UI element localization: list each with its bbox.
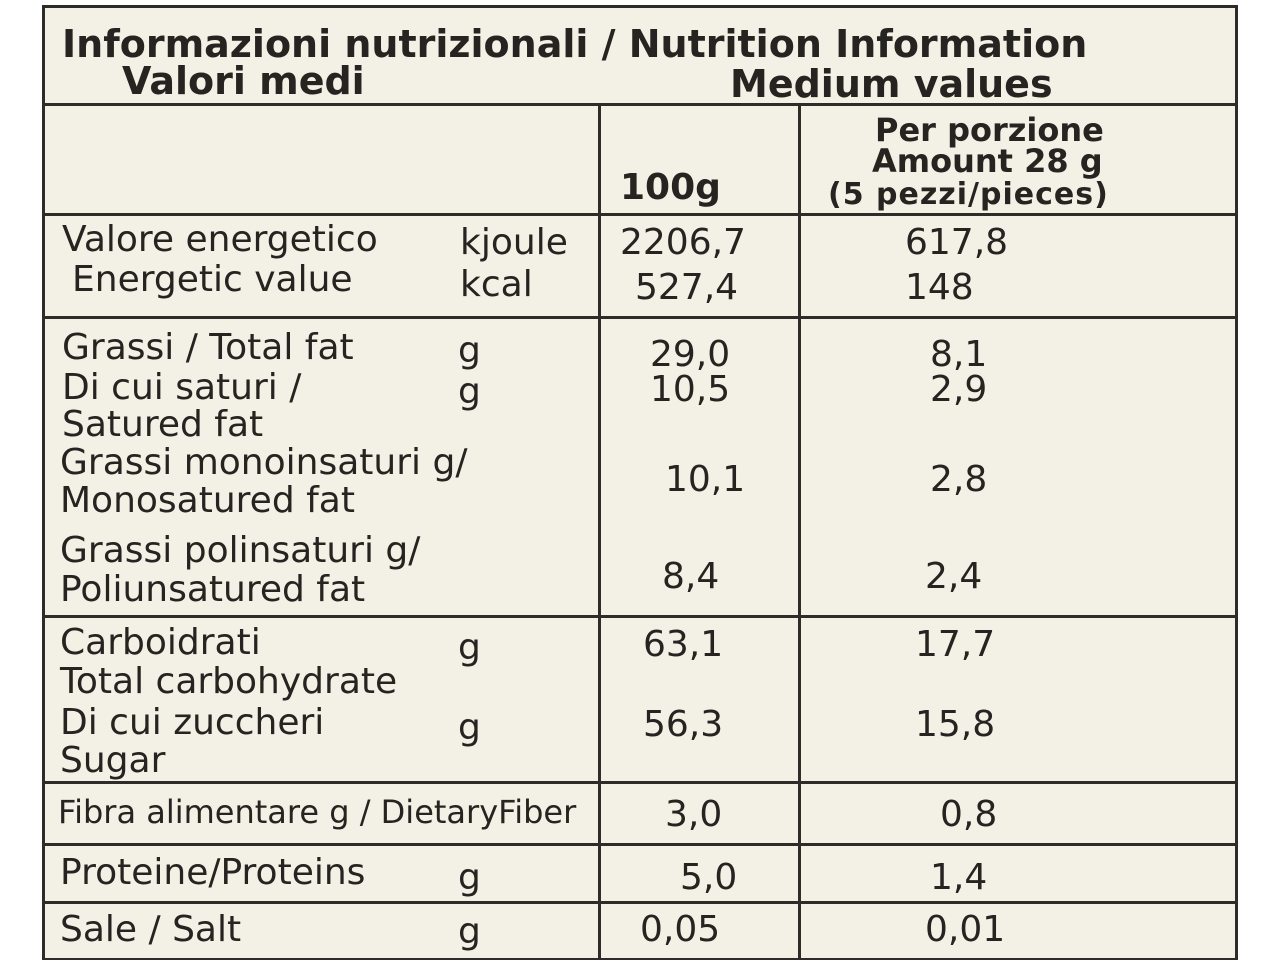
- value-portion: 0,8: [940, 794, 998, 835]
- column-rule: [598, 105, 601, 958]
- value-portion: 0,01: [925, 909, 1006, 950]
- row-label: Grassi monoinsaturi g/: [60, 442, 468, 483]
- value-portion: 17,7: [915, 624, 996, 665]
- value-portion: 617,8: [905, 222, 1009, 263]
- row-label: Valore energetico: [62, 219, 378, 260]
- rule: [42, 103, 1238, 106]
- value-100g: 3,0: [665, 794, 723, 835]
- label-frame: [42, 5, 1238, 960]
- value-100g: 63,1: [643, 624, 724, 665]
- row-label: Grassi / Total fat: [62, 327, 354, 368]
- value-portion: 8,1: [930, 334, 988, 375]
- unit: g: [458, 707, 481, 748]
- value-portion: 2,9: [930, 369, 988, 410]
- value-100g: 527,4: [635, 267, 739, 308]
- row-label: Satured fat: [62, 404, 264, 445]
- value-portion: 2,8: [930, 459, 988, 500]
- value-100g: 5,0: [680, 857, 738, 898]
- row-label: Grassi polinsaturi g/: [60, 530, 421, 571]
- rule: [42, 901, 1238, 904]
- value-100g: 29,0: [650, 334, 731, 375]
- value-portion: 1,4: [930, 857, 988, 898]
- unit: g: [458, 330, 481, 371]
- subtitle: Medium values: [730, 62, 1053, 106]
- row-label: Carboidrati: [60, 622, 261, 663]
- column-header: Amount 28 g: [872, 142, 1103, 180]
- row-label: Total carbohydrate: [60, 661, 398, 702]
- row-label: Proteine/Proteins: [60, 852, 366, 893]
- value-100g: 10,1: [665, 459, 746, 500]
- column-header: Per porzione: [875, 111, 1104, 149]
- row-label: Fibra alimentare g / DietaryFiber: [58, 793, 577, 831]
- value-portion: 2,4: [925, 556, 983, 597]
- value-100g: 0,05: [640, 909, 721, 950]
- row-label: Sale / Salt: [60, 909, 242, 950]
- row-label: Monosatured fat: [60, 480, 355, 521]
- title: Informazioni nutrizionali / Nutrition In…: [62, 22, 1088, 66]
- row-label: Poliunsatured fat: [60, 569, 366, 610]
- unit: g: [458, 857, 481, 898]
- rule: [42, 843, 1238, 846]
- value-portion: 148: [905, 267, 974, 308]
- value-100g: 10,5: [650, 369, 731, 410]
- unit: kcal: [460, 264, 533, 305]
- value-100g: 8,4: [662, 556, 720, 597]
- column-rule: [798, 105, 801, 958]
- rule: [42, 781, 1238, 784]
- unit: g: [458, 911, 481, 952]
- column-header: (5 pezzi/pieces): [828, 177, 1109, 212]
- row-label: Di cui zuccheri: [60, 702, 325, 743]
- column-header: 100g: [620, 167, 721, 208]
- value-100g: 56,3: [643, 704, 724, 745]
- value-portion: 15,8: [915, 704, 996, 745]
- rule: [42, 213, 1238, 216]
- unit: g: [458, 371, 481, 412]
- rule: [42, 316, 1238, 319]
- value-100g: 2206,7: [620, 222, 746, 263]
- rule: [42, 615, 1238, 618]
- row-label: Energetic value: [72, 259, 353, 300]
- row-label: Sugar: [60, 740, 166, 781]
- subtitle: Valori medi: [122, 59, 365, 103]
- unit: kjoule: [460, 222, 568, 263]
- row-label: Di cui saturi /: [62, 367, 302, 408]
- unit: g: [458, 627, 481, 668]
